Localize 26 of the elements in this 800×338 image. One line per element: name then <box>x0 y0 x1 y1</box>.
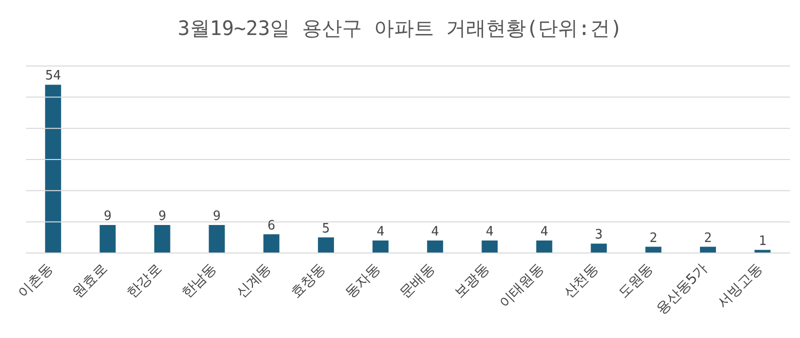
bar <box>318 237 334 253</box>
bar <box>45 84 62 253</box>
data-label: 54 <box>45 68 62 84</box>
data-label: 4 <box>431 224 440 240</box>
data-label: 4 <box>376 224 385 240</box>
bar <box>263 234 280 253</box>
data-label: 4 <box>540 224 548 240</box>
bar <box>427 240 444 253</box>
bar <box>154 224 170 253</box>
bar <box>372 240 389 253</box>
bar <box>590 244 607 253</box>
bar <box>208 224 225 253</box>
data-label: 9 <box>104 208 112 224</box>
data-label: 5 <box>322 221 330 236</box>
chart-title: 3월19~23일 용산구 아파트 거래현황(단위:건) <box>176 15 624 42</box>
data-label: 2 <box>704 230 712 246</box>
bar <box>536 240 552 253</box>
data-label: 9 <box>212 208 221 224</box>
data-label: 6 <box>267 218 276 234</box>
bar <box>482 240 498 253</box>
bar <box>100 224 116 253</box>
data-label: 1 <box>758 234 766 249</box>
data-label: 2 <box>649 230 658 246</box>
data-label: 3 <box>594 228 603 243</box>
data-label: 9 <box>158 208 166 224</box>
data-label: 4 <box>486 224 494 240</box>
